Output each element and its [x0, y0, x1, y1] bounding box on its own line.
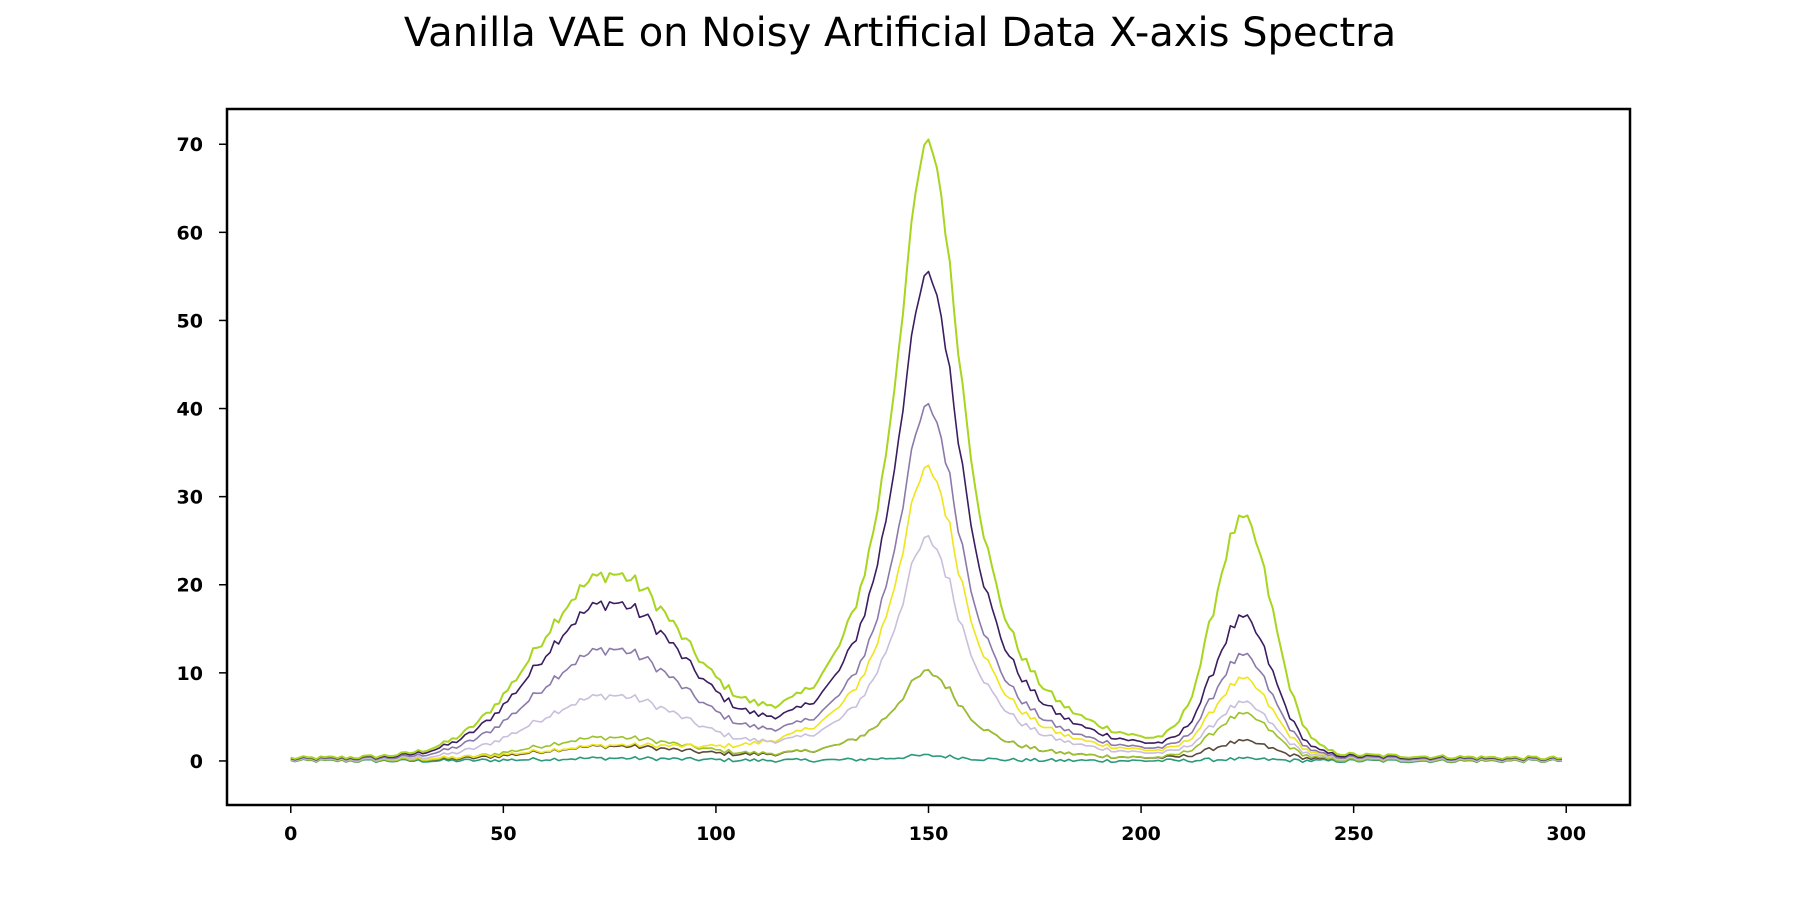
spectrum-line-8: [290, 753, 1563, 764]
spectrum-line-3: [290, 402, 1563, 762]
y-tick-label: 60: [177, 222, 203, 244]
plot-area-frame: [225, 107, 1632, 807]
y-tick-label: 20: [177, 575, 203, 597]
y-tick-label: 50: [177, 310, 203, 332]
x-tick-label: 300: [1546, 823, 1586, 845]
x-tick-label: 250: [1334, 823, 1374, 845]
x-tick-label: 0: [284, 823, 297, 845]
y-tick-label: 10: [177, 663, 203, 685]
y-tick-label: 0: [190, 751, 203, 773]
spectrum-line-1: [290, 138, 1563, 761]
x-tick-label: 200: [1121, 823, 1161, 845]
y-tick-label: 40: [177, 399, 203, 421]
y-tick-label: 30: [177, 487, 203, 509]
series-layer: [290, 138, 1563, 764]
x-axis: 0 50 100 150 200 250 300: [284, 805, 1586, 845]
y-axis: 0 10 20 30 40 50 60 70: [177, 134, 227, 773]
x-tick-label: 50: [490, 823, 516, 845]
chart-title: Vanilla VAE on Noisy Artificial Data X-a…: [403, 10, 1397, 56]
y-tick-label: 70: [177, 134, 203, 156]
spectrum-line-2: [290, 270, 1563, 761]
x-tick-label: 150: [909, 823, 949, 845]
spectrum-line-4: [290, 535, 1563, 763]
spectrum-line-6: [290, 669, 1563, 763]
x-tick-label: 100: [696, 823, 736, 845]
